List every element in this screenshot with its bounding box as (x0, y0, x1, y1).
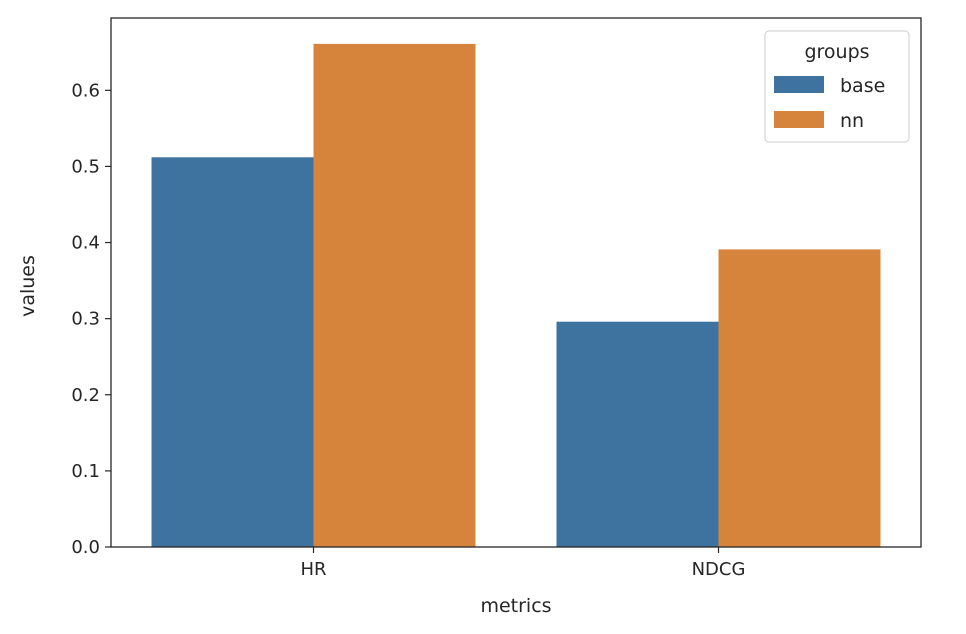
bar-nn-hr (313, 43, 476, 547)
bars-group (151, 43, 881, 548)
y-tick-label: 0.1 (71, 461, 100, 482)
x-ticks-group: HR NDCG (300, 547, 745, 580)
legend: groups base nn (764, 30, 910, 143)
y-tick-label: 0.3 (71, 309, 100, 330)
x-tick-label: HR (300, 559, 326, 580)
bar-base-ndcg (556, 321, 719, 547)
y-tick-label: 0.0 (71, 537, 100, 558)
legend-swatch-base (774, 76, 824, 93)
legend-label-nn: nn (840, 110, 864, 132)
legend-title: groups (804, 41, 869, 63)
plot-frame (110, 17, 922, 548)
y-tick-label: 0.5 (71, 156, 100, 177)
y-tick-label: 0.4 (71, 233, 100, 254)
x-tick-label: NDCG (692, 559, 746, 580)
bar-base-hr (151, 157, 314, 548)
legend-swatch-nn (774, 111, 824, 128)
y-tick-label: 0.6 (71, 80, 100, 101)
x-axis-label: metrics (480, 595, 551, 617)
bar-nn-ndcg (718, 249, 881, 547)
y-tick-label: 0.2 (71, 385, 100, 406)
y-axis-label: values (17, 255, 39, 317)
legend-label-base: base (840, 75, 885, 97)
y-ticks-group: 0.0 0.1 0.2 0.3 0.4 0.5 0.6 (71, 80, 111, 558)
